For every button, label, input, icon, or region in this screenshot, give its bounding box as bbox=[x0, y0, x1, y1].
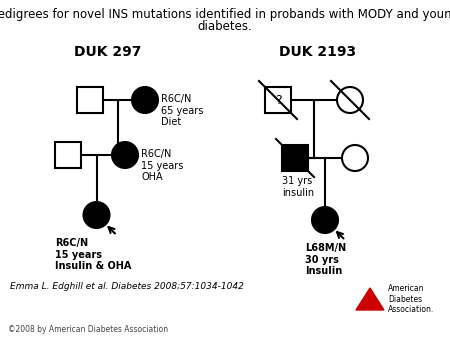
Bar bbox=[282, 145, 308, 171]
Circle shape bbox=[337, 87, 363, 113]
Text: ?: ? bbox=[274, 94, 281, 106]
Bar bbox=[77, 87, 103, 113]
Text: DUK 297: DUK 297 bbox=[74, 45, 142, 59]
Text: 31 yrs
insulin: 31 yrs insulin bbox=[282, 176, 314, 198]
Text: L68M/N
30 yrs
Insulin: L68M/N 30 yrs Insulin bbox=[305, 243, 346, 276]
Text: DUK 2193: DUK 2193 bbox=[279, 45, 356, 59]
Text: R6C/N
15 years
OHA: R6C/N 15 years OHA bbox=[141, 149, 184, 182]
Bar bbox=[265, 87, 291, 113]
Text: Emma L. Edghill et al. Diabetes 2008;57:1034-1042: Emma L. Edghill et al. Diabetes 2008;57:… bbox=[10, 282, 244, 291]
Circle shape bbox=[84, 202, 109, 228]
Text: ©2008 by American Diabetes Association: ©2008 by American Diabetes Association bbox=[8, 325, 168, 334]
Bar bbox=[55, 142, 81, 168]
Circle shape bbox=[342, 145, 368, 171]
Polygon shape bbox=[356, 288, 384, 310]
Circle shape bbox=[312, 207, 338, 233]
Text: R6C/N
65 years
Diet: R6C/N 65 years Diet bbox=[161, 94, 203, 127]
Text: American
Diabetes
Association.: American Diabetes Association. bbox=[388, 284, 434, 314]
Circle shape bbox=[112, 142, 138, 168]
Text: Partial pedigrees for novel INS mutations identified in probands with MODY and y: Partial pedigrees for novel INS mutation… bbox=[0, 8, 450, 21]
Text: diabetes.: diabetes. bbox=[198, 20, 252, 33]
Circle shape bbox=[132, 87, 158, 113]
Text: R6C/N
15 years
Insulin & OHA: R6C/N 15 years Insulin & OHA bbox=[55, 238, 131, 271]
